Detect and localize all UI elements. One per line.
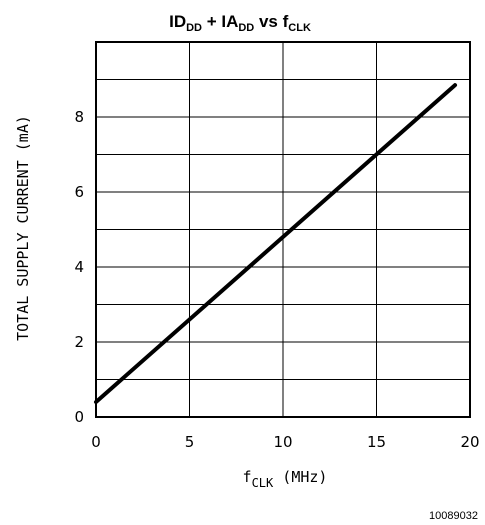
chart-series <box>94 83 458 404</box>
y-tick-label: 4 <box>74 258 84 276</box>
x-axis-label: fCLK (MHz) <box>243 468 328 490</box>
series-line <box>94 83 458 404</box>
plot-frame <box>95 41 471 418</box>
chart-grid <box>95 42 471 417</box>
y-tick-label: 2 <box>74 333 84 351</box>
y-axis-label: TOTAL SUPPLY CURRENT (mA) <box>14 115 32 341</box>
x-tick-label: 5 <box>185 433 195 451</box>
x-tick-label: 15 <box>367 433 386 451</box>
x-tick-label: 0 <box>91 433 101 451</box>
x-tick-labels: 0 5 10 15 20 <box>91 433 479 451</box>
y-tick-label: 0 <box>74 408 84 426</box>
figure-id: 10089032 <box>429 510 478 522</box>
y-tick-labels: 0 2 4 6 8 <box>74 108 84 426</box>
x-tick-label: 10 <box>273 433 292 451</box>
x-tick-label: 20 <box>460 433 479 451</box>
chart-title: IDDD + IADD vs fCLK <box>169 12 311 34</box>
y-tick-label: 6 <box>74 183 84 201</box>
y-tick-label: 8 <box>74 108 84 126</box>
